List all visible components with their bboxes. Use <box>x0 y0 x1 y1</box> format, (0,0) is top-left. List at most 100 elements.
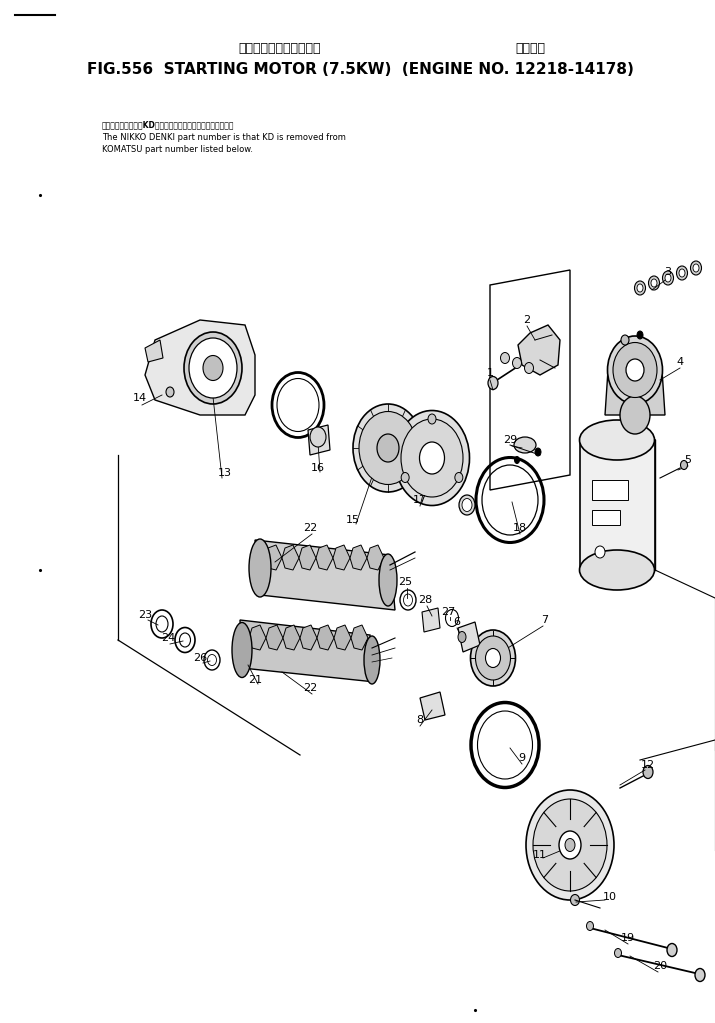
Text: 6: 6 <box>453 617 460 627</box>
Ellipse shape <box>634 281 646 295</box>
Text: The NIKKO DENKI part number is that KD is removed from: The NIKKO DENKI part number is that KD i… <box>102 133 346 142</box>
Text: FIG.556  STARTING MOTOR (7.5KW)  (ENGINE NO. 12218-14178): FIG.556 STARTING MOTOR (7.5KW) (ENGINE N… <box>87 62 633 78</box>
Text: 26: 26 <box>193 653 207 663</box>
Polygon shape <box>283 625 300 650</box>
Ellipse shape <box>595 546 605 558</box>
Ellipse shape <box>485 649 500 667</box>
Polygon shape <box>282 545 299 570</box>
Text: 10: 10 <box>603 892 617 902</box>
Polygon shape <box>255 540 395 610</box>
Ellipse shape <box>649 276 659 290</box>
Polygon shape <box>240 620 375 682</box>
Polygon shape <box>351 625 368 650</box>
Text: 18: 18 <box>513 523 527 533</box>
Ellipse shape <box>676 266 688 280</box>
Ellipse shape <box>651 279 657 287</box>
Ellipse shape <box>166 387 174 397</box>
Text: 24: 24 <box>161 633 175 643</box>
Ellipse shape <box>249 539 271 597</box>
Text: 4: 4 <box>676 357 684 367</box>
Ellipse shape <box>310 427 326 447</box>
Polygon shape <box>249 625 266 650</box>
Polygon shape <box>145 340 163 362</box>
Ellipse shape <box>667 943 677 957</box>
Ellipse shape <box>379 554 397 606</box>
Text: 8: 8 <box>416 715 423 725</box>
Ellipse shape <box>513 357 521 368</box>
Polygon shape <box>265 545 282 570</box>
Ellipse shape <box>488 376 498 390</box>
Text: 14: 14 <box>133 393 147 403</box>
Ellipse shape <box>533 799 607 891</box>
Ellipse shape <box>462 498 472 512</box>
Text: 3: 3 <box>664 267 671 277</box>
Ellipse shape <box>395 410 470 505</box>
Ellipse shape <box>525 362 533 373</box>
Ellipse shape <box>377 434 399 462</box>
Ellipse shape <box>189 338 237 398</box>
Ellipse shape <box>579 420 654 460</box>
Ellipse shape <box>459 495 475 515</box>
Polygon shape <box>333 545 350 570</box>
Polygon shape <box>605 370 665 415</box>
Ellipse shape <box>470 630 516 686</box>
Ellipse shape <box>565 839 575 851</box>
Ellipse shape <box>420 442 445 474</box>
Text: 28: 28 <box>418 595 432 605</box>
Ellipse shape <box>526 790 614 900</box>
Polygon shape <box>266 625 283 650</box>
Polygon shape <box>367 545 384 570</box>
Ellipse shape <box>428 414 436 424</box>
Text: 15: 15 <box>346 515 360 525</box>
Polygon shape <box>592 480 628 500</box>
Polygon shape <box>300 625 317 650</box>
Text: 12: 12 <box>641 760 655 770</box>
Polygon shape <box>518 325 560 375</box>
Polygon shape <box>308 425 330 455</box>
Text: 23: 23 <box>138 610 152 620</box>
Polygon shape <box>334 625 351 650</box>
Ellipse shape <box>203 356 223 381</box>
Text: スターティング　モータ: スターティング モータ <box>239 42 321 54</box>
Ellipse shape <box>626 359 644 381</box>
Ellipse shape <box>458 631 466 642</box>
Ellipse shape <box>500 353 510 363</box>
Text: 2: 2 <box>523 315 531 325</box>
Ellipse shape <box>559 831 581 859</box>
Text: 9: 9 <box>518 753 526 763</box>
Polygon shape <box>316 545 333 570</box>
Polygon shape <box>422 608 440 632</box>
Text: 19: 19 <box>621 933 635 943</box>
Ellipse shape <box>515 456 520 463</box>
Text: 22: 22 <box>303 523 317 533</box>
Ellipse shape <box>679 269 685 277</box>
Ellipse shape <box>637 331 643 339</box>
Polygon shape <box>350 545 367 570</box>
Text: 11: 11 <box>533 850 547 860</box>
Ellipse shape <box>184 332 242 404</box>
Ellipse shape <box>643 765 653 779</box>
Ellipse shape <box>401 473 409 483</box>
Text: 17: 17 <box>413 495 427 505</box>
Polygon shape <box>299 545 316 570</box>
Ellipse shape <box>535 448 541 456</box>
Ellipse shape <box>232 623 252 677</box>
Text: 21: 21 <box>248 675 262 685</box>
Text: 25: 25 <box>398 577 412 587</box>
Text: 29: 29 <box>503 435 517 445</box>
Text: 20: 20 <box>653 961 667 971</box>
Ellipse shape <box>514 437 536 453</box>
Ellipse shape <box>614 948 621 958</box>
Polygon shape <box>458 622 480 652</box>
Text: 7: 7 <box>541 615 548 625</box>
Ellipse shape <box>681 460 688 470</box>
Ellipse shape <box>608 336 663 404</box>
Ellipse shape <box>621 335 629 345</box>
Polygon shape <box>145 320 255 415</box>
Ellipse shape <box>359 411 417 485</box>
Polygon shape <box>420 692 445 720</box>
Ellipse shape <box>663 271 674 285</box>
Text: 適用号機: 適用号機 <box>515 42 545 54</box>
Ellipse shape <box>353 404 423 492</box>
Ellipse shape <box>665 274 671 282</box>
